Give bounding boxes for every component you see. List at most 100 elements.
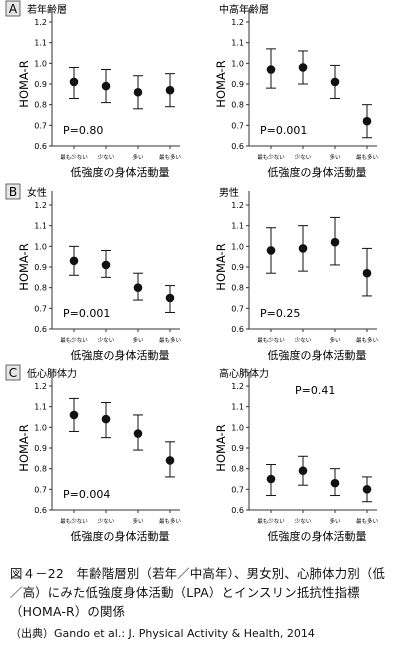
data-point <box>362 268 372 278</box>
x-tick-label: 多い <box>132 153 144 161</box>
y-axis-title: HOMA-R <box>214 243 228 290</box>
y-tick-label: 1.2 <box>231 382 244 391</box>
x-tick-label: 最も少ない <box>60 154 88 161</box>
y-tick-label: 0.6 <box>34 325 47 334</box>
y-tick-label: 0.8 <box>34 101 47 110</box>
data-point <box>330 478 340 488</box>
y-tick-label: 1.0 <box>231 423 244 432</box>
y-tick-label: 1.2 <box>231 18 244 27</box>
y-tick-label: 1.2 <box>34 18 47 27</box>
row-label: C <box>9 366 17 380</box>
y-tick-label: 1.1 <box>34 39 47 48</box>
x-tick-label: 最も多い <box>356 153 379 161</box>
y-tick-label: 1.1 <box>231 39 244 48</box>
data-point <box>101 260 111 270</box>
y-tick-label: 1.1 <box>34 403 47 412</box>
data-point <box>298 63 308 72</box>
x-axis-title: 低強度の身体活動量 <box>71 529 170 543</box>
y-tick-label: 0.7 <box>231 485 244 494</box>
y-tick-label: 0.7 <box>34 485 47 494</box>
y-tick-label: 1.1 <box>231 222 244 231</box>
y-tick-label: 1.0 <box>34 59 47 68</box>
y-tick-label: 0.9 <box>34 444 47 453</box>
data-point <box>133 429 143 438</box>
y-tick-label: 0.6 <box>34 506 47 515</box>
y-tick-label: 0.6 <box>231 142 244 151</box>
y-tick-label: 1.1 <box>34 222 47 231</box>
y-axis-title: HOMA-R <box>17 60 31 107</box>
x-tick-label: 多い <box>329 153 341 161</box>
x-tick-label: 最も多い <box>159 517 182 525</box>
x-tick-label: 最も多い <box>159 153 182 161</box>
panel-title: 中高年齢層 <box>219 3 269 16</box>
x-axis-title: 低強度の身体活動量 <box>268 165 367 179</box>
y-tick-label: 0.9 <box>231 444 244 453</box>
figure-source: （出典）Gando et al.: J. Physical Activity &… <box>10 627 315 640</box>
x-tick-label: 最も少ない <box>60 518 88 525</box>
data-point <box>266 474 276 484</box>
panel-4: 男性 0.6 0.7 0.8 0.9 1.0 1.1 1.2 HOMA-R 最も少ない 少ない 多い 最… <box>214 186 378 362</box>
y-tick-label: 0.9 <box>34 80 47 89</box>
row-label: A <box>9 2 18 16</box>
y-tick-label: 0.8 <box>231 101 244 110</box>
p-value-annotation: P=0.41 <box>295 384 335 397</box>
x-tick-label: 少ない <box>98 337 115 344</box>
x-tick-label: 少ない <box>98 518 115 525</box>
y-tick-label: 0.6 <box>34 142 47 151</box>
y-tick-label: 1.0 <box>231 59 244 68</box>
y-tick-label: 0.9 <box>231 263 244 272</box>
y-tick-label: 0.9 <box>231 80 244 89</box>
data-point <box>101 414 111 424</box>
panel-3: B 女性 0.6 0.7 0.8 0.9 1.0 1.1 1.2 HOMA-R 最も少ない 少ない 多い… <box>5 183 182 362</box>
x-tick-label: 最も少ない <box>257 337 285 344</box>
data-point <box>133 283 143 292</box>
data-point <box>330 77 340 87</box>
x-tick-label: 最も多い <box>159 336 182 344</box>
y-tick-label: 0.7 <box>34 304 47 313</box>
x-tick-label: 多い <box>132 517 144 525</box>
row-label-badge <box>5 183 21 200</box>
data-point <box>165 456 175 465</box>
data-point <box>298 466 308 476</box>
y-tick-label: 0.6 <box>231 325 244 334</box>
data-point <box>266 65 276 74</box>
y-tick-label: 0.8 <box>34 284 47 293</box>
p-value-annotation: P=0.80 <box>63 124 103 137</box>
x-tick-label: 最も少ない <box>257 154 285 161</box>
x-tick-label: 少ない <box>295 154 312 161</box>
data-point <box>69 410 79 420</box>
y-tick-label: 1.2 <box>34 201 47 210</box>
x-axis-title: 低強度の身体活動量 <box>71 348 170 362</box>
y-tick-label: 0.8 <box>231 284 244 293</box>
y-tick-label: 0.7 <box>34 121 47 130</box>
data-point <box>362 485 372 494</box>
panel-1: A 若年齢層 0.6 0.7 0.8 0.9 1.0 1.1 1.2 HOMA-R 最も少ない 少ない… <box>5 0 182 179</box>
x-axis-title: 低強度の身体活動量 <box>268 348 367 362</box>
p-value-annotation: P=0.004 <box>63 488 110 501</box>
data-point <box>266 246 276 255</box>
row-label-badge <box>5 0 21 17</box>
data-point <box>362 116 372 126</box>
y-tick-label: 1.2 <box>231 201 244 210</box>
panel-title: 女性 <box>27 186 47 199</box>
x-tick-label: 最も多い <box>356 517 379 525</box>
y-axis-title: HOMA-R <box>214 424 228 471</box>
x-tick-label: 最も少ない <box>257 518 285 525</box>
y-tick-label: 1.0 <box>34 242 47 251</box>
y-tick-label: 1.1 <box>231 403 244 412</box>
x-tick-label: 少ない <box>295 518 312 525</box>
p-value-annotation: P=0.001 <box>260 124 307 137</box>
y-tick-label: 1.0 <box>34 423 47 432</box>
data-point <box>165 293 175 303</box>
panel-title: 若年齢層 <box>27 3 67 16</box>
y-tick-label: 0.9 <box>34 263 47 272</box>
y-tick-label: 1.2 <box>34 382 47 391</box>
data-point <box>165 85 175 95</box>
data-point <box>298 244 308 253</box>
y-axis-title: HOMA-R <box>17 243 31 290</box>
p-value-annotation: P=0.25 <box>260 307 300 320</box>
row-label: B <box>9 185 17 199</box>
